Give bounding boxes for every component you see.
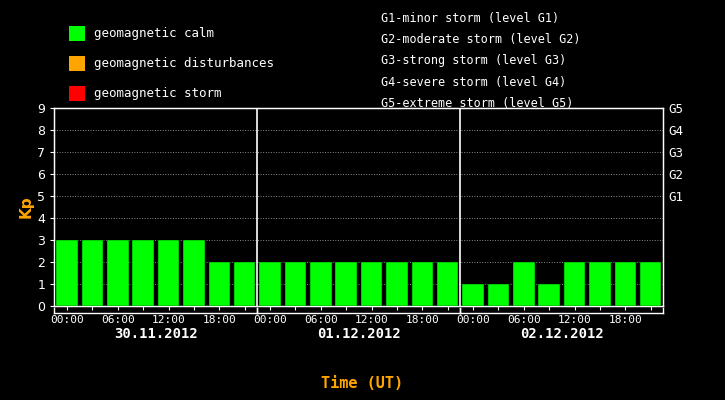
Text: 01.12.2012: 01.12.2012 [317,327,401,341]
Bar [183,240,204,306]
Text: 30.11.2012: 30.11.2012 [114,327,198,341]
Text: Time (UT): Time (UT) [321,376,404,392]
Bar [260,262,281,306]
Bar [564,262,585,306]
Bar [336,262,357,306]
Bar [437,262,458,306]
Bar [310,262,331,306]
Bar [386,262,407,306]
Bar [615,262,636,306]
Bar [513,262,534,306]
Text: G1-minor storm (level G1): G1-minor storm (level G1) [381,12,559,25]
Bar [412,262,433,306]
Bar [107,240,128,306]
Text: geomagnetic disturbances: geomagnetic disturbances [94,57,273,70]
Bar [57,240,78,306]
Bar [209,262,230,306]
Text: G5-extreme storm (level G5): G5-extreme storm (level G5) [381,97,573,110]
Text: geomagnetic calm: geomagnetic calm [94,27,214,40]
Bar [589,262,610,306]
Text: G2-moderate storm (level G2): G2-moderate storm (level G2) [381,33,580,46]
Bar [133,240,154,306]
Bar [539,284,560,306]
Bar [158,240,179,306]
Bar [234,262,255,306]
Text: G3-strong storm (level G3): G3-strong storm (level G3) [381,54,566,67]
Text: 02.12.2012: 02.12.2012 [520,327,604,341]
Bar [285,262,306,306]
Bar [463,284,484,306]
Bar [82,240,103,306]
Y-axis label: Kp: Kp [18,196,33,218]
Text: G4-severe storm (level G4): G4-severe storm (level G4) [381,76,566,89]
Bar [488,284,509,306]
Bar [361,262,382,306]
Text: geomagnetic storm: geomagnetic storm [94,87,221,100]
Bar [640,262,661,306]
